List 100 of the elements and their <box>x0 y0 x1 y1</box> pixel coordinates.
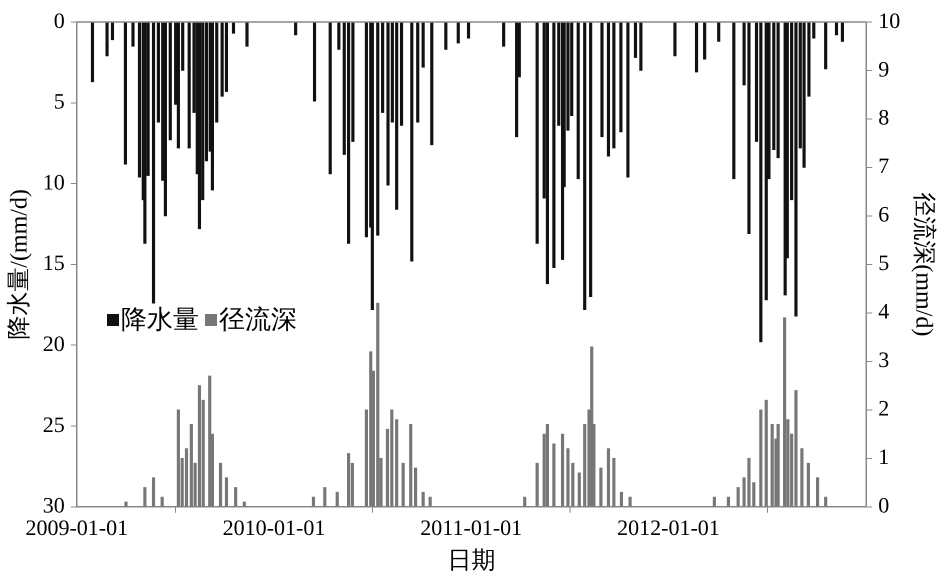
bar <box>806 462 810 507</box>
y2-tick-label: 5 <box>878 250 890 276</box>
y2-tick-label: 7 <box>878 153 890 178</box>
bar <box>422 22 425 68</box>
y2-tick-label: 3 <box>878 347 890 372</box>
y2-tick-label: 10 <box>878 8 900 33</box>
bar <box>639 22 642 71</box>
bar <box>234 487 238 507</box>
bar <box>536 22 539 244</box>
bar <box>794 390 798 507</box>
bar <box>770 424 774 507</box>
x-axis-title: 日期 <box>448 548 496 574</box>
bar <box>502 22 506 47</box>
bar <box>152 22 156 304</box>
bar <box>800 448 804 507</box>
bar <box>578 472 581 507</box>
y2-tick-label: 9 <box>878 56 890 82</box>
bar <box>323 487 326 507</box>
bar <box>312 496 316 507</box>
bar <box>794 22 798 316</box>
bar <box>606 22 610 156</box>
x-tick-label: 2011-01-01 <box>420 514 522 540</box>
bar <box>376 302 380 507</box>
bar <box>152 477 156 507</box>
y2-tick-label: 1 <box>878 444 890 470</box>
bar <box>105 22 109 56</box>
bar <box>218 462 222 507</box>
y2-tick-label: 4 <box>878 298 890 324</box>
bar <box>816 477 820 507</box>
bar <box>124 502 128 507</box>
bar <box>764 22 768 300</box>
bar <box>599 468 602 507</box>
bar <box>347 453 350 507</box>
bar <box>673 22 677 56</box>
y-tick-label: 25 <box>42 412 65 437</box>
bar <box>336 492 339 507</box>
bar <box>466 22 470 38</box>
y2-tick-label: 0 <box>878 492 890 518</box>
bar <box>337 22 340 50</box>
bar <box>583 22 586 310</box>
bar <box>143 487 146 507</box>
bar <box>600 22 604 138</box>
bar <box>606 448 610 507</box>
bar <box>783 317 786 507</box>
bar <box>712 496 716 507</box>
bar <box>589 22 592 298</box>
bar <box>546 424 549 507</box>
bar <box>143 22 146 244</box>
bar <box>732 22 736 180</box>
bar <box>190 424 193 507</box>
bar <box>703 22 706 60</box>
bar <box>416 22 420 123</box>
bar <box>402 462 405 507</box>
bar <box>552 443 556 507</box>
bar <box>198 22 202 230</box>
bar <box>576 22 580 180</box>
bar <box>742 22 746 86</box>
bar <box>694 22 698 72</box>
bar <box>840 22 844 42</box>
bar <box>612 458 616 507</box>
y2-axis-title: 径流深(mm/d) <box>910 192 938 336</box>
bar <box>546 22 549 284</box>
y2-tick-label: 6 <box>878 202 890 227</box>
bar <box>410 22 414 262</box>
bar <box>536 462 539 507</box>
bar <box>131 22 135 47</box>
bar <box>369 351 372 507</box>
bar <box>834 22 838 36</box>
bar <box>626 22 630 178</box>
bar <box>456 22 460 44</box>
bar <box>422 492 425 507</box>
y-tick-label: 5 <box>54 88 65 114</box>
bar <box>364 22 368 238</box>
bar <box>328 22 332 174</box>
bar <box>634 22 638 58</box>
bar <box>400 22 404 126</box>
bar <box>824 496 828 507</box>
bar <box>245 22 249 47</box>
bar <box>759 22 762 342</box>
bar <box>736 487 740 507</box>
bar <box>747 22 751 234</box>
y-tick-label: 20 <box>42 330 65 356</box>
bar <box>444 22 448 50</box>
legend-label: 径流深 <box>218 304 297 336</box>
bar <box>824 22 828 70</box>
bar <box>742 477 746 507</box>
y2-tick-label: 8 <box>878 104 890 130</box>
bar <box>764 400 768 507</box>
bar <box>294 22 298 36</box>
bar <box>430 22 434 146</box>
bar <box>386 22 390 186</box>
y-axis-title: 降水量/(mm/d) <box>6 189 33 340</box>
bar <box>717 22 720 42</box>
y-tick-label: 0 <box>54 8 65 33</box>
bar <box>628 496 632 507</box>
bar <box>242 502 246 507</box>
bar <box>560 434 564 507</box>
bar <box>802 22 806 168</box>
y-tick-label: 15 <box>42 250 65 276</box>
bar <box>312 22 316 102</box>
